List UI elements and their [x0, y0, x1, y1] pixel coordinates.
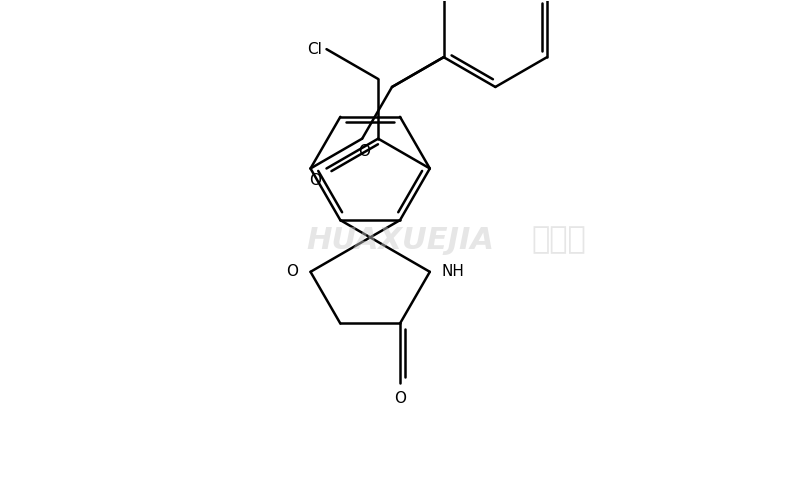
Text: O: O — [358, 144, 370, 158]
Text: O: O — [286, 264, 298, 279]
Text: 化学加: 化学加 — [532, 226, 586, 254]
Text: NH: NH — [442, 264, 465, 279]
Text: O: O — [310, 173, 322, 189]
Text: O: O — [394, 391, 406, 406]
Text: HUAXUEJIA: HUAXUEJIA — [306, 226, 494, 254]
Text: Cl: Cl — [306, 42, 322, 56]
